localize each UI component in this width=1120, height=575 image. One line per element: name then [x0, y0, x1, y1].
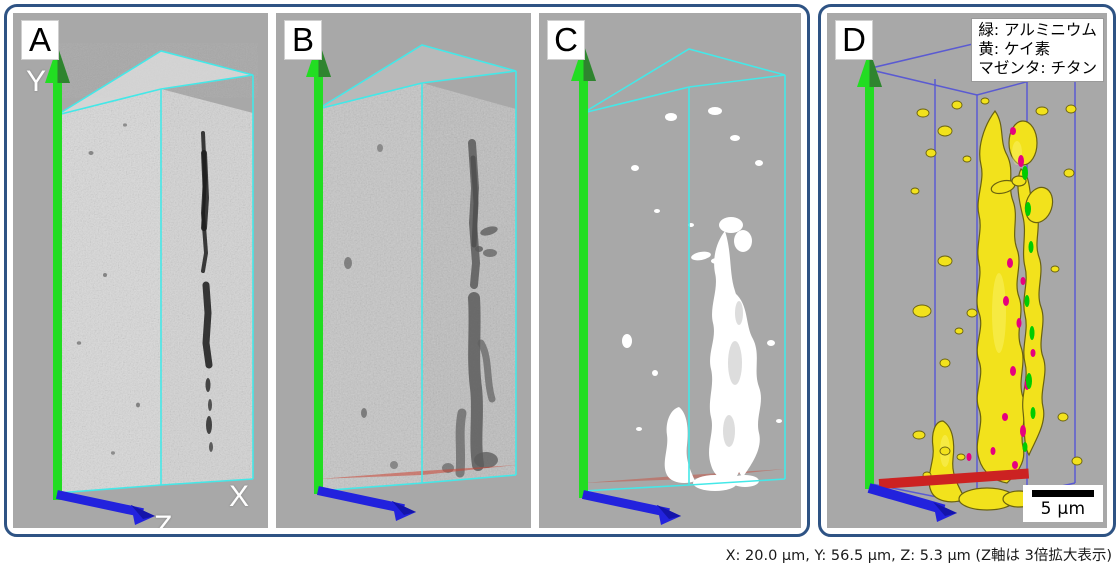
silicon-particles-d	[910, 97, 1083, 479]
aluminium-speckles-d	[1022, 166, 1036, 452]
panel-label-a: A	[21, 20, 59, 60]
panel-label-c: C	[547, 20, 585, 60]
panel-d-scene	[857, 42, 1083, 522]
axis-y-arrow-a	[45, 46, 70, 500]
axis-y-arrow-d	[857, 50, 882, 489]
panel-c-scene	[571, 44, 786, 525]
axis-label-z-a: Z	[154, 510, 173, 528]
panel-b-scene	[306, 40, 517, 521]
panel-label-b: B	[284, 20, 322, 60]
legend-entry-aluminium: 緑: アルミニウム	[978, 21, 1097, 39]
scale-bar-label: 5 μm	[1040, 499, 1086, 519]
panel-group-d-frame: D 緑: アルミニウム 黄: ケイ素 マゼンタ: チタン 5 μm	[818, 4, 1116, 537]
axis-y-arrow-c	[571, 44, 596, 498]
legend-entry-silicon: 黄: ケイ素	[978, 39, 1051, 58]
axis-z-arrow-b	[316, 486, 416, 521]
axis-z-arrow-d	[867, 483, 957, 522]
base-plane-red-b	[318, 465, 516, 479]
legend-entry-titanium: マゼンタ: チタン	[978, 58, 1097, 77]
panel-group-abc-frame: A Y Z X	[4, 4, 810, 537]
panel-a-scene	[45, 43, 258, 525]
figure-dimensions-caption: X: 20.0 μm, Y: 56.5 μm, Z: 5.3 μm (Z軸は 3…	[725, 548, 1112, 564]
scale-bar: 5 μm	[1023, 485, 1103, 522]
axis-label-y-a: Y	[26, 65, 47, 98]
titanium-speckles-d	[966, 127, 1036, 469]
element-color-legend: 緑: アルミニウム 黄: ケイ素 マゼンタ: チタン	[971, 18, 1104, 82]
scale-bar-line	[1032, 490, 1094, 497]
panel-label-d: D	[835, 20, 873, 60]
segmentation-blobs-c	[622, 107, 782, 491]
axis-x-arrow-d	[878, 468, 1030, 489]
panel-a[interactable]: A Y Z X	[13, 13, 268, 528]
axis-z-arrow-a	[55, 490, 155, 525]
panel-b[interactable]: B	[276, 13, 531, 528]
axis-z-arrow-c	[581, 490, 681, 525]
panel-c[interactable]: C	[539, 13, 801, 528]
panel-d[interactable]: D 緑: アルミニウム 黄: ケイ素 マゼンタ: チタン 5 μm	[827, 13, 1107, 528]
axis-label-x-a: X	[229, 480, 250, 513]
